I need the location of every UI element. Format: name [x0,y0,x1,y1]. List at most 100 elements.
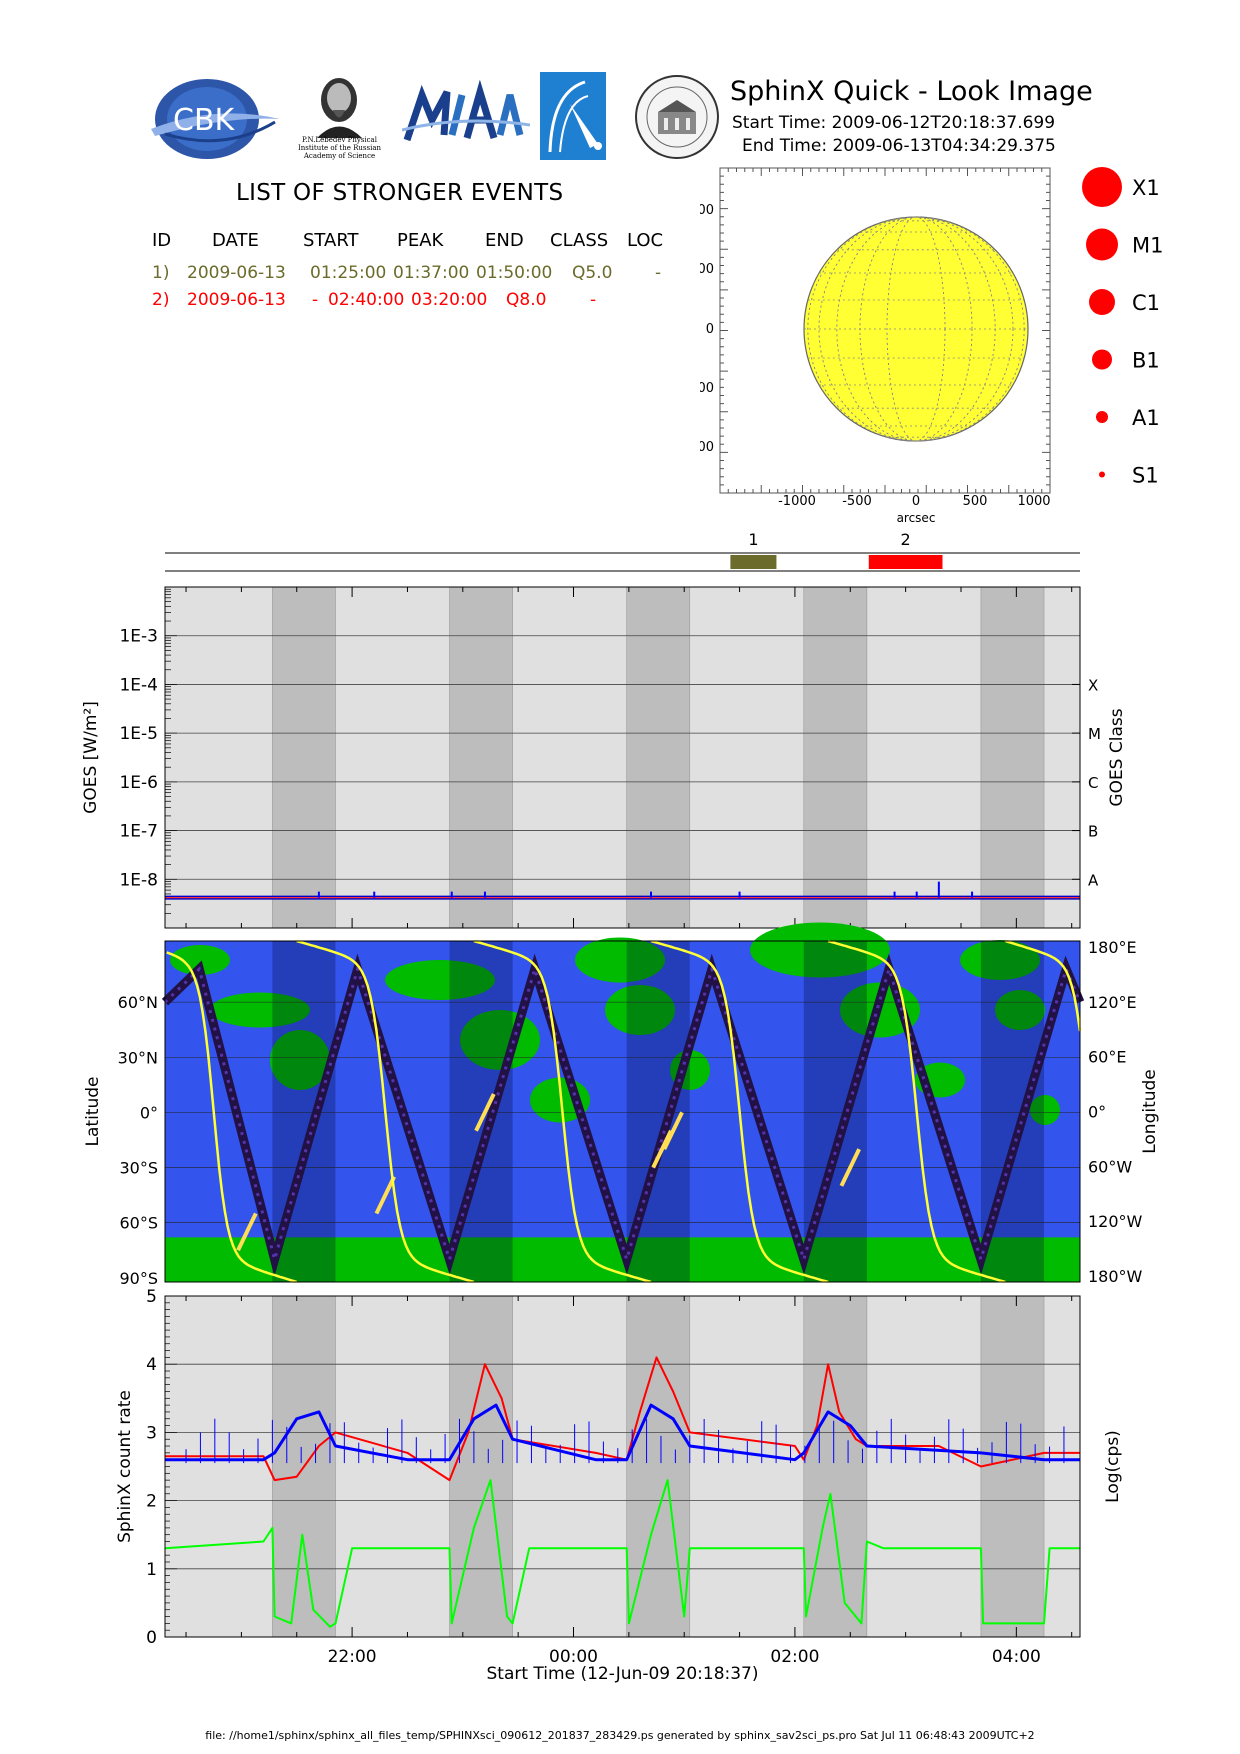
eclipse-band [980,1295,1045,1638]
longitude-curve [650,939,829,1284]
event-end: 03:20:00 [411,290,488,310]
lebedev-caption: P.N.Lebedev Physical Institute of the Ru… [297,136,382,160]
sun-meridian-line [836,216,996,442]
event-peak: 01:37:00 [393,263,470,283]
sun-xtick: 0 [912,494,920,509]
university-seal-logo [634,74,720,160]
size-legend-label: S1 [1132,464,1159,488]
count-ytick-label: 2 [146,1492,157,1512]
hot-spot [651,1129,673,1169]
map-lon-label: 120°W [1088,1212,1143,1231]
event-bar-segment [868,555,943,569]
goes-class-label: B [1088,823,1098,841]
col-start: START [303,230,359,251]
event-peak: 02:40:00 [328,290,405,310]
count-series-line [164,1479,1080,1628]
longitude-curve [166,951,298,1284]
lebedev-institute-logo: P.N.Lebedev Physical Institute of the Ru… [292,70,387,162]
events-title: LIST OF STRONGER EVENTS [236,180,564,206]
goes-ylabel: GOES [W/m²] [81,701,101,814]
map-lon-label: 180°E [1088,938,1137,957]
eclipse-band [980,586,1045,929]
col-id: ID [152,230,172,251]
sun-meridian-line [818,216,1014,442]
col-peak: PEAK [397,230,444,251]
event-id: 1) [152,263,170,283]
count-ytick-label: 0 [146,1628,157,1648]
goes-ytick-label: 1E-4 [119,675,158,695]
map-lon-label: 0° [1088,1103,1106,1122]
count-ytick-label: 4 [146,1355,157,1375]
sun-xtick: -500 [842,494,872,509]
end-time: End Time: 2009-06-13T04:34:29.375 [742,136,1056,156]
event-end: 01:50:00 [476,263,553,283]
sun-xtick: 500 [963,494,988,509]
size-legend-dot [1089,289,1115,315]
comet-logo [540,72,606,160]
size-legend: X1 M1 C1 B1 A1 S1 [1080,160,1200,500]
size-legend-label: X1 [1132,176,1160,200]
map-land [1030,1095,1060,1125]
map-lat-label: 30°S [119,1159,158,1178]
sun-xtick: 1000 [1017,494,1050,509]
map-lat-label: 0° [140,1103,158,1122]
goes-class-label: A [1088,871,1099,889]
hot-spot [236,1212,258,1252]
goes-panel-frame [164,586,1081,929]
eclipse-band [803,586,868,929]
sun-xtick: -1000 [778,494,816,509]
map-lat-label: 30°N [118,1048,158,1067]
count-xlabel: Start Time (12-Jun-09 20:18:37) [487,1664,759,1684]
map-y2label: Longitude [1140,1069,1160,1154]
count-series-line [165,1403,1080,1462]
size-legend-label: M1 [1132,234,1163,258]
event-class: Q5.0 [572,263,613,283]
hot-spot [839,1148,861,1187]
event-bar-label: 1 [748,530,758,549]
start-time: Start Time: 2009-06-12T20:18:37.699 [732,113,1056,133]
map-lon-label: 60°E [1088,1048,1126,1067]
size-legend-label: C1 [1132,291,1160,315]
event-loc: - [655,263,662,283]
map-land [210,992,310,1028]
time-tick-label: 00:00 [549,1647,598,1667]
event-start: - [312,290,319,310]
map-land [170,945,230,975]
count-panel-frame [164,1295,1081,1638]
goes-class-label: C [1088,774,1098,792]
event-id: 2) [152,290,170,310]
map-land [385,960,495,1000]
col-end: END [485,230,524,251]
map-land [575,937,665,983]
event-bar-label: 2 [901,530,911,549]
time-tick-label: 22:00 [328,1647,377,1667]
goes-class-label: M [1088,725,1101,743]
map-lat-label: 60°N [118,993,158,1012]
map-land [995,990,1045,1030]
longitude-curve [473,939,652,1284]
count-ytick-label: 1 [146,1560,157,1580]
size-legend-label: A1 [1132,406,1160,430]
count-ylabel: SphinX count rate [115,1390,135,1543]
sun-ytick: -500 [700,381,714,396]
cbk-logo-text: CBK [173,103,236,138]
time-tick-label: 02:00 [770,1647,819,1667]
event-date: 2009-06-13 [187,290,286,310]
map-land [270,1030,330,1090]
page-title: SphinX Quick - Look Image [730,76,1093,107]
hot-spot [474,1093,496,1132]
eclipse-band [626,586,691,929]
size-legend-dot [1086,228,1118,261]
sun-ytick: 0 [706,322,714,337]
goes-class-label: X [1088,676,1098,694]
event-date: 2009-06-13 [187,263,286,283]
goes-ytick-label: 1E-3 [119,627,158,647]
eclipse-band [803,1295,868,1638]
count-ytick-label: 3 [146,1423,157,1443]
footer-file-info: file: //home1/sphinx/sphinx_all_files_te… [205,1729,1035,1742]
eclipse-band [272,586,336,929]
event-loc: - [590,290,597,310]
cbk-pan-logo: CBK [145,74,285,164]
goes-ytick-label: 1E-7 [119,822,158,842]
